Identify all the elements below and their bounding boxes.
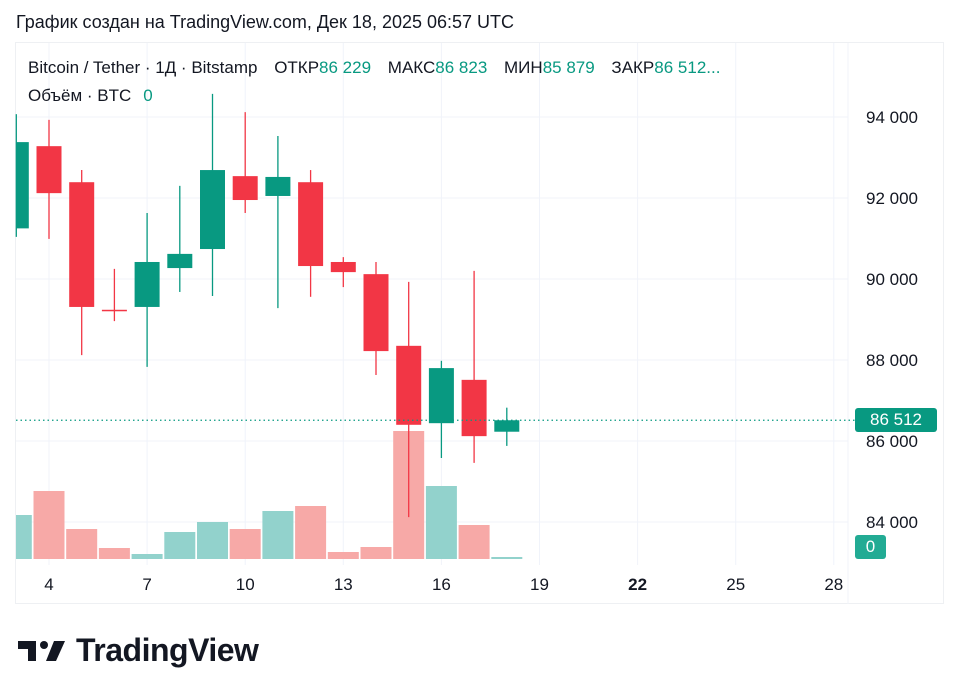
candle-body[interactable]	[200, 170, 225, 250]
legend-low-label: МИН	[504, 58, 543, 77]
x-axis-tick: 28	[824, 575, 843, 594]
y-axis-tick: 84 000	[866, 513, 918, 532]
volume-bar	[16, 515, 32, 559]
x-axis-tick: 7	[142, 575, 151, 594]
x-axis-tick: 13	[334, 575, 353, 594]
volume-bar	[262, 511, 294, 559]
candle-body[interactable]	[363, 274, 389, 352]
candle-body[interactable]	[396, 345, 422, 425]
legend-high-label: МАКС	[387, 58, 436, 77]
candle-body[interactable]	[101, 309, 127, 312]
last-price-badge: 86 512	[855, 408, 937, 432]
volume-bar	[458, 525, 490, 559]
candle-body[interactable]	[69, 182, 95, 307]
legend-close-value: 86 512...	[654, 58, 721, 77]
legend-open-value: 86 229	[319, 58, 372, 77]
tradingview-logo-text: TradingView	[76, 632, 259, 668]
candle-body[interactable]	[16, 142, 29, 229]
volume-bar	[425, 486, 457, 559]
x-axis-tick: 16	[432, 575, 451, 594]
candle-body[interactable]	[428, 368, 454, 424]
candle-body[interactable]	[36, 146, 62, 194]
chart-legend: Bitcoin / Tether · 1Д · Bitstamp ОТКР86 …	[28, 56, 732, 112]
candle-body[interactable]	[265, 176, 291, 196]
x-axis-tick: 10	[236, 575, 255, 594]
x-axis-tick: 19	[530, 575, 549, 594]
legend-open-label: ОТКР	[274, 58, 320, 77]
volume-bar	[33, 491, 65, 559]
volume-badge: 0	[855, 535, 886, 559]
legend-symbol[interactable]: Bitcoin / Tether · 1Д · Bitstamp	[28, 58, 258, 77]
tradingview-logo-icon	[18, 640, 65, 661]
chart-frame[interactable]	[15, 42, 944, 604]
volume-bar	[327, 552, 359, 559]
y-axis-tick: 88 000	[866, 351, 918, 370]
volume-bar	[491, 557, 523, 559]
tradingview-logo[interactable]: TradingView	[18, 632, 259, 669]
candle-body[interactable]	[134, 261, 160, 307]
volume-bar	[98, 548, 130, 559]
legend-volume-value: 0	[143, 86, 153, 105]
y-axis-tick: 94 000	[866, 108, 918, 127]
chart-caption: График создан на TradingView.com, Дек 18…	[16, 12, 515, 32]
legend-close-label: ЗАКР	[611, 58, 655, 77]
candle-body[interactable]	[494, 420, 520, 432]
y-axis-tick: 90 000	[866, 270, 918, 289]
volume-bar	[131, 554, 163, 559]
candle-body[interactable]	[232, 176, 258, 201]
volume-bar	[197, 522, 228, 559]
candle-body[interactable]	[298, 182, 324, 267]
volume-bar	[295, 506, 327, 559]
y-axis-tick: 92 000	[866, 189, 918, 208]
volume-bar	[164, 532, 196, 559]
legend-ohlc-row: Bitcoin / Tether · 1Д · Bitstamp ОТКР86 …	[28, 56, 732, 84]
candle-body[interactable]	[167, 253, 193, 269]
x-axis-tick: 22	[628, 575, 647, 594]
legend-low-value: 85 879	[542, 58, 595, 77]
legend-high-value: 86 823	[435, 58, 488, 77]
y-axis-tick: 86 000	[866, 432, 918, 451]
legend-volume-label[interactable]: Объём · BTC	[28, 86, 132, 105]
volume-bar	[229, 529, 261, 559]
candle-body[interactable]	[461, 379, 487, 437]
volume-bar	[66, 529, 98, 559]
x-axis-tick: 25	[726, 575, 745, 594]
candle-body[interactable]	[330, 261, 356, 273]
x-axis-tick: 4	[44, 575, 53, 594]
volume-bar	[360, 547, 392, 559]
legend-volume-row: Объём · BTC 0	[28, 84, 732, 112]
